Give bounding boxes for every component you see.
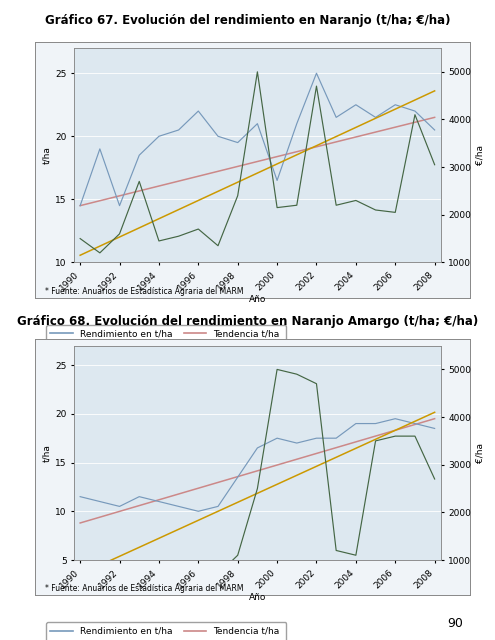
Text: Gráfico 68. Evolución del rendimiento en Naranjo Amargo (t/ha; €/ha): Gráfico 68. Evolución del rendimiento en…: [17, 315, 478, 328]
Y-axis label: t/ha: t/ha: [42, 444, 51, 461]
Y-axis label: €/ha: €/ha: [475, 443, 484, 463]
Text: 90: 90: [447, 618, 463, 630]
Y-axis label: t/ha: t/ha: [42, 147, 51, 164]
Text: * Fuente: Anuarios de Estadística Agraria del MARM: * Fuente: Anuarios de Estadística Agrari…: [45, 287, 243, 296]
Legend: Rendimiento en t/ha, Rendimiento en €/ha, Tendencia t/ha, Tendencia €/ha: Rendimiento en t/ha, Rendimiento en €/ha…: [46, 325, 287, 356]
X-axis label: Año: Año: [248, 593, 266, 602]
Legend: Rendimiento en t/ha, Rendimiento en €/ha, Tendencia t/ha, Tendencia €/ha: Rendimiento en t/ha, Rendimiento en €/ha…: [46, 623, 287, 640]
Y-axis label: €/ha: €/ha: [475, 145, 484, 165]
Text: * Fuente: Anuarios de Estadística Agraria del MARM: * Fuente: Anuarios de Estadística Agrari…: [45, 584, 243, 593]
Text: Gráfico 67. Evolución del rendimiento en Naranjo (t/ha; €/ha): Gráfico 67. Evolución del rendimiento en…: [45, 14, 450, 27]
X-axis label: Año: Año: [248, 296, 266, 305]
